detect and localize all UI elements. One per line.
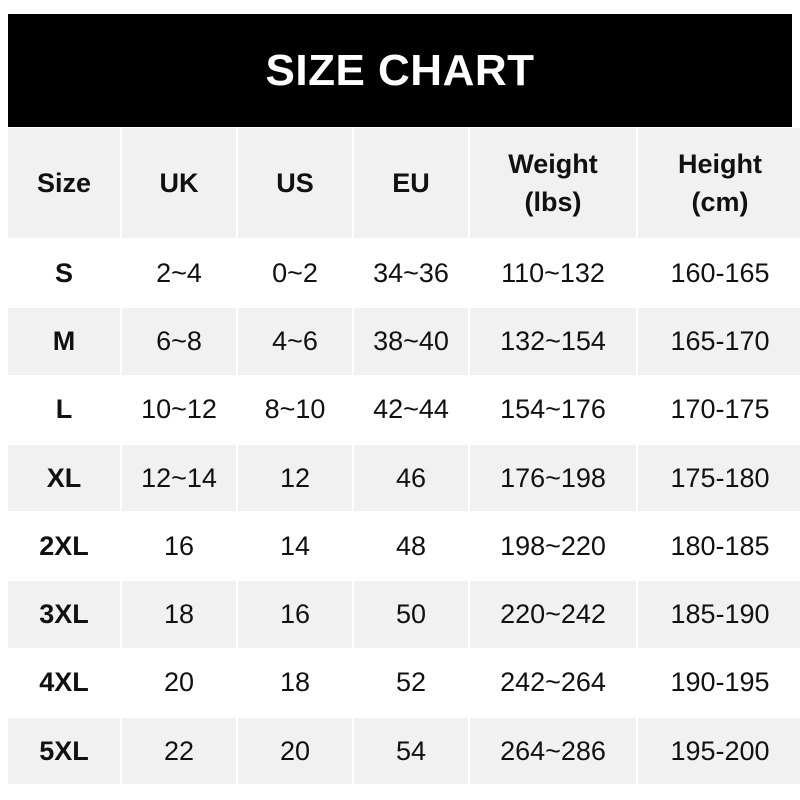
cell-height: 185-190 bbox=[638, 581, 800, 648]
cell-weight: 220~242 bbox=[470, 581, 636, 648]
cell-eu: 54 bbox=[354, 718, 468, 785]
cell-uk: 16 bbox=[122, 513, 236, 580]
header-height-line1: Height bbox=[678, 149, 762, 179]
cell-us: 0~2 bbox=[238, 240, 352, 307]
header-height-line2: (cm) bbox=[691, 187, 749, 217]
cell-weight: 264~286 bbox=[470, 718, 636, 785]
cell-size: S bbox=[8, 240, 120, 307]
cell-eu: 46 bbox=[354, 444, 468, 512]
cell-uk: 20 bbox=[122, 649, 236, 717]
cell-size: M bbox=[8, 308, 120, 375]
cell-weight: 242~264 bbox=[470, 649, 636, 717]
cell-uk: 18 bbox=[122, 581, 236, 648]
cell-weight: 132~154 bbox=[470, 308, 636, 375]
cell-weight: 198~220 bbox=[470, 513, 636, 580]
cell-us: 20 bbox=[238, 718, 352, 785]
header-eu: EU bbox=[354, 128, 468, 238]
header-uk: UK bbox=[122, 128, 236, 238]
cell-uk: 2~4 bbox=[122, 240, 236, 307]
cell-size: 4XL bbox=[8, 649, 120, 717]
cell-size: 2XL bbox=[8, 513, 120, 580]
table-row: 3XL 18 16 50 220~242 185-190 bbox=[8, 581, 800, 648]
cell-us: 12 bbox=[238, 444, 352, 512]
size-chart: SIZE CHART Size UK US EU Weight (lbs) Hei… bbox=[8, 14, 800, 786]
cell-eu: 48 bbox=[354, 513, 468, 580]
cell-eu: 38~40 bbox=[354, 308, 468, 375]
cell-size: 5XL bbox=[8, 718, 120, 785]
cell-us: 14 bbox=[238, 513, 352, 580]
cell-height: 170-175 bbox=[638, 376, 800, 443]
cell-us: 18 bbox=[238, 649, 352, 717]
cell-height: 180-185 bbox=[638, 513, 800, 580]
table-row: 2XL 16 14 48 198~220 180-185 bbox=[8, 513, 800, 580]
cell-uk: 22 bbox=[122, 718, 236, 785]
cell-height: 190-195 bbox=[638, 649, 800, 717]
table-row: S 2~4 0~2 34~36 110~132 160-165 bbox=[8, 240, 800, 307]
header-weight-line1: Weight bbox=[508, 149, 598, 179]
cell-height: 160-165 bbox=[638, 240, 800, 307]
header-size: Size bbox=[8, 128, 120, 238]
size-table: Size UK US EU Weight (lbs) Height (cm) S 2~… bbox=[6, 126, 800, 786]
cell-eu: 34~36 bbox=[354, 240, 468, 307]
header-height: Height (cm) bbox=[638, 128, 800, 238]
header-weight: Weight (lbs) bbox=[470, 128, 636, 238]
table-row: 4XL 20 18 52 242~264 190-195 bbox=[8, 649, 800, 717]
cell-us: 8~10 bbox=[238, 376, 352, 443]
cell-size: XL bbox=[8, 444, 120, 512]
table-row: XL 12~14 12 46 176~198 175-180 bbox=[8, 444, 800, 512]
cell-height: 165-170 bbox=[638, 308, 800, 375]
cell-us: 16 bbox=[238, 581, 352, 648]
chart-title: SIZE CHART bbox=[8, 14, 792, 127]
cell-us: 4~6 bbox=[238, 308, 352, 375]
table-row: 5XL 22 20 54 264~286 195-200 bbox=[8, 718, 800, 785]
header-row: Size UK US EU Weight (lbs) Height (cm) bbox=[8, 128, 800, 238]
cell-size: L bbox=[8, 376, 120, 443]
cell-weight: 154~176 bbox=[470, 376, 636, 443]
table-row: L 10~12 8~10 42~44 154~176 170-175 bbox=[8, 376, 800, 443]
cell-height: 195-200 bbox=[638, 718, 800, 785]
cell-eu: 52 bbox=[354, 649, 468, 717]
cell-eu: 50 bbox=[354, 581, 468, 648]
cell-height: 175-180 bbox=[638, 444, 800, 512]
table-row: M 6~8 4~6 38~40 132~154 165-170 bbox=[8, 308, 800, 375]
cell-eu: 42~44 bbox=[354, 376, 468, 443]
cell-weight: 176~198 bbox=[470, 444, 636, 512]
header-weight-line2: (lbs) bbox=[524, 187, 582, 217]
header-us: US bbox=[238, 128, 352, 238]
cell-uk: 6~8 bbox=[122, 308, 236, 375]
cell-size: 3XL bbox=[8, 581, 120, 648]
cell-weight: 110~132 bbox=[470, 240, 636, 307]
cell-uk: 10~12 bbox=[122, 376, 236, 443]
cell-uk: 12~14 bbox=[122, 444, 236, 512]
